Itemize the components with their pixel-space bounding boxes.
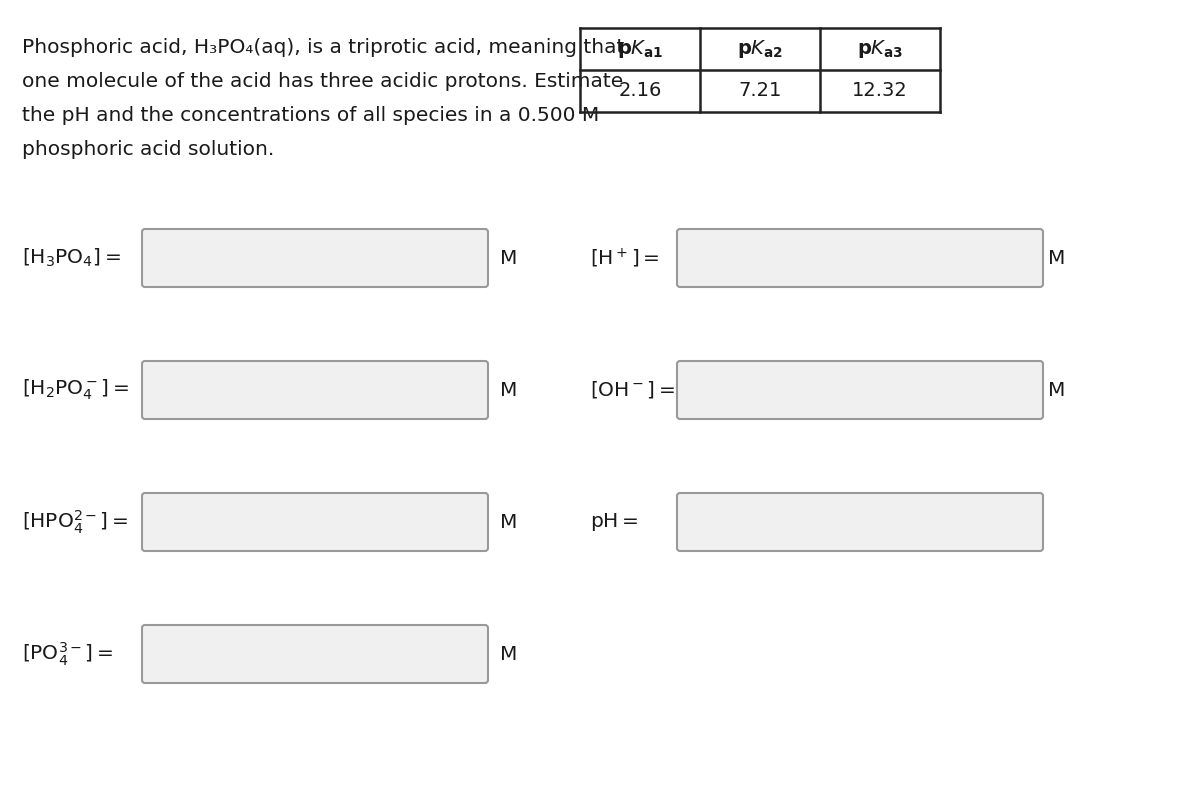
FancyBboxPatch shape bbox=[142, 493, 488, 551]
Text: M: M bbox=[1048, 249, 1066, 268]
Text: 7.21: 7.21 bbox=[738, 82, 781, 101]
Text: M: M bbox=[500, 249, 517, 268]
Text: $[\mathrm{OH^-}] =$: $[\mathrm{OH^-}] =$ bbox=[590, 380, 676, 400]
Text: $[\mathrm{H_3PO_4}] =$: $[\mathrm{H_3PO_4}] =$ bbox=[22, 247, 121, 269]
Text: $[\mathrm{H^+}] =$: $[\mathrm{H^+}] =$ bbox=[590, 246, 660, 270]
Text: 12.32: 12.32 bbox=[852, 82, 908, 101]
Text: $[\mathrm{PO_4^{3-}}] =$: $[\mathrm{PO_4^{3-}}] =$ bbox=[22, 640, 113, 668]
FancyBboxPatch shape bbox=[142, 361, 488, 419]
FancyBboxPatch shape bbox=[142, 625, 488, 683]
FancyBboxPatch shape bbox=[142, 229, 488, 287]
Text: phosphoric acid solution.: phosphoric acid solution. bbox=[22, 140, 275, 159]
Text: $\mathbf{p}K_{\mathbf{a1}}$: $\mathbf{p}K_{\mathbf{a1}}$ bbox=[617, 38, 664, 60]
Text: M: M bbox=[500, 380, 517, 399]
Text: M: M bbox=[500, 512, 517, 531]
Text: the pH and the concentrations of all species in a 0.500 M: the pH and the concentrations of all spe… bbox=[22, 106, 599, 125]
Text: $[\mathrm{H_2PO_4^-}] =$: $[\mathrm{H_2PO_4^-}] =$ bbox=[22, 378, 130, 403]
FancyBboxPatch shape bbox=[677, 493, 1043, 551]
FancyBboxPatch shape bbox=[677, 229, 1043, 287]
Text: M: M bbox=[1048, 380, 1066, 399]
Text: $\mathrm{pH} =$: $\mathrm{pH} =$ bbox=[590, 511, 638, 533]
Text: $[\mathrm{HPO_4^{2-}}] =$: $[\mathrm{HPO_4^{2-}}] =$ bbox=[22, 508, 128, 536]
Text: M: M bbox=[500, 645, 517, 664]
Text: $\mathbf{p}K_{\mathbf{a2}}$: $\mathbf{p}K_{\mathbf{a2}}$ bbox=[737, 38, 784, 60]
Text: one molecule of the acid has three acidic protons. Estimate: one molecule of the acid has three acidi… bbox=[22, 72, 623, 91]
Text: $\mathbf{p}K_{\mathbf{a3}}$: $\mathbf{p}K_{\mathbf{a3}}$ bbox=[857, 38, 904, 60]
Text: Phosphoric acid, H₃PO₄(aq), is a triprotic acid, meaning that: Phosphoric acid, H₃PO₄(aq), is a triprot… bbox=[22, 38, 624, 57]
Text: 2.16: 2.16 bbox=[618, 82, 661, 101]
FancyBboxPatch shape bbox=[677, 361, 1043, 419]
